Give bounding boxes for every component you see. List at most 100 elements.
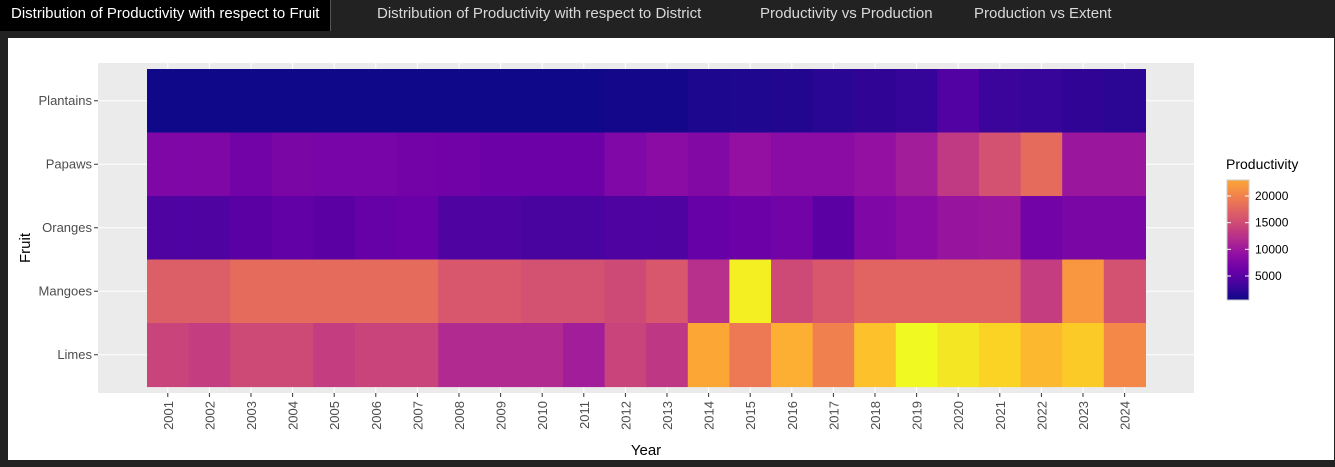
heatmap-cell <box>895 323 938 388</box>
heatmap-cell <box>729 69 772 134</box>
heatmap-cell <box>396 323 439 388</box>
heatmap-cell <box>188 323 231 388</box>
heatmap-cell <box>479 259 522 324</box>
heatmap-cell <box>729 323 772 388</box>
tab-district[interactable]: Distribution of Productivity with respec… <box>377 5 702 22</box>
heatmap-cell <box>812 323 855 388</box>
legend-tick-label: 10000 <box>1255 242 1289 256</box>
heatmap-cell <box>979 69 1022 134</box>
x-tick-label: 2017 <box>826 401 841 430</box>
tab-fruit[interactable]: Distribution of Productivity with respec… <box>0 0 332 31</box>
heatmap-cell <box>188 259 231 324</box>
heatmap-cell <box>771 323 814 388</box>
heatmap-cell <box>355 69 398 134</box>
legend-title: Productivity <box>1226 156 1298 172</box>
x-tick-label: 2010 <box>535 401 550 430</box>
x-tick-label: 2009 <box>494 401 509 430</box>
heatmap-cell <box>1020 196 1063 261</box>
heatmap-cell <box>563 132 606 197</box>
heatmap-cell <box>771 259 814 324</box>
heatmap-cell <box>854 132 897 197</box>
heatmap-cell <box>563 323 606 388</box>
heatmap-cell <box>1062 132 1105 197</box>
heatmap-cell <box>1020 323 1063 388</box>
heatmap-cell <box>812 132 855 197</box>
heatmap-cell <box>188 132 231 197</box>
heatmap-cell <box>396 132 439 197</box>
heatmap-cell <box>313 259 356 324</box>
x-tick-label: 2006 <box>369 401 384 430</box>
heatmap-cell <box>979 323 1022 388</box>
heatmap-cell <box>313 196 356 261</box>
legend-tick-label: 20000 <box>1255 189 1289 203</box>
heatmap-cell <box>895 259 938 324</box>
heatmap-cell <box>313 69 356 134</box>
heatmap-cell <box>1062 323 1105 388</box>
heatmap-cell <box>521 132 564 197</box>
heatmap-cell <box>646 259 689 324</box>
heatmap-cell <box>438 323 481 388</box>
heatmap-cell <box>521 323 564 388</box>
heatmap-cell <box>147 323 190 388</box>
x-tick-label: 2001 <box>161 401 176 430</box>
heatmap-cell <box>854 323 897 388</box>
heatmap-cell <box>147 132 190 197</box>
x-tick-label: 2014 <box>702 401 717 430</box>
heatmap-cell <box>646 323 689 388</box>
heatmap-cell <box>479 196 522 261</box>
x-tick-label: 2003 <box>244 401 259 430</box>
heatmap-cell <box>438 259 481 324</box>
heatmap-cell <box>604 259 647 324</box>
heatmap-cell <box>271 132 314 197</box>
x-tick-label: 2020 <box>951 401 966 430</box>
heatmap-cell <box>271 259 314 324</box>
heatmap-cell <box>563 69 606 134</box>
x-tick-label: 2016 <box>785 401 800 430</box>
heatmap-cell <box>937 259 980 324</box>
heatmap-cell <box>230 259 273 324</box>
x-axis-title: Year <box>631 442 661 459</box>
heatmap-cell <box>355 323 398 388</box>
chart-panel: Plantains Papaws Oranges Mangoes Limes 2001 20… <box>8 38 1334 460</box>
x-tick-label: 2011 <box>577 401 592 429</box>
x-tick-label: 2008 <box>452 401 467 430</box>
heatmap-cell <box>812 259 855 324</box>
heatmap-cell <box>1103 132 1146 197</box>
heatmap-cell <box>812 196 855 261</box>
y-tick-label: Limes <box>57 347 92 362</box>
tab-production-vs-extent[interactable]: Production vs Extent <box>974 5 1112 22</box>
y-axis-title: Fruit <box>17 232 34 263</box>
heatmap-cell <box>854 259 897 324</box>
heatmap-cell <box>396 196 439 261</box>
heatmap-cell <box>771 132 814 197</box>
heatmap-cell <box>646 132 689 197</box>
heatmap-cell <box>1103 69 1146 134</box>
heatmap-cell <box>271 69 314 134</box>
y-tick-label: Plantains <box>39 93 93 108</box>
x-tick-label: 2022 <box>1034 401 1049 430</box>
heatmap-cell <box>355 196 398 261</box>
x-tick-label: 2015 <box>743 401 758 430</box>
heatmap-cell <box>521 69 564 134</box>
tab-productivity-vs-production[interactable]: Productivity vs Production <box>760 5 933 22</box>
x-tick-label: 2012 <box>618 401 633 430</box>
heatmap-cell <box>1020 69 1063 134</box>
heatmap-cell <box>188 69 231 134</box>
heatmap-cell <box>604 323 647 388</box>
x-tick-label: 2023 <box>1076 401 1091 430</box>
heatmap-cell <box>1062 196 1105 261</box>
x-tick-label: 2019 <box>910 401 925 430</box>
y-tick-label: Oranges <box>42 220 92 235</box>
heatmap-cell <box>604 196 647 261</box>
heatmap-cell <box>604 69 647 134</box>
heatmap-cell <box>230 132 273 197</box>
heatmap-cell <box>729 132 772 197</box>
heatmap-cell <box>646 196 689 261</box>
heatmap-cell <box>979 132 1022 197</box>
heatmap-cell <box>355 132 398 197</box>
heatmap-cell <box>438 132 481 197</box>
heatmap-chart: Plantains Papaws Oranges Mangoes Limes 2001 20… <box>17 63 1298 459</box>
heatmap-cell <box>937 323 980 388</box>
x-tick-label: 2002 <box>202 401 217 430</box>
heatmap-cell <box>729 196 772 261</box>
